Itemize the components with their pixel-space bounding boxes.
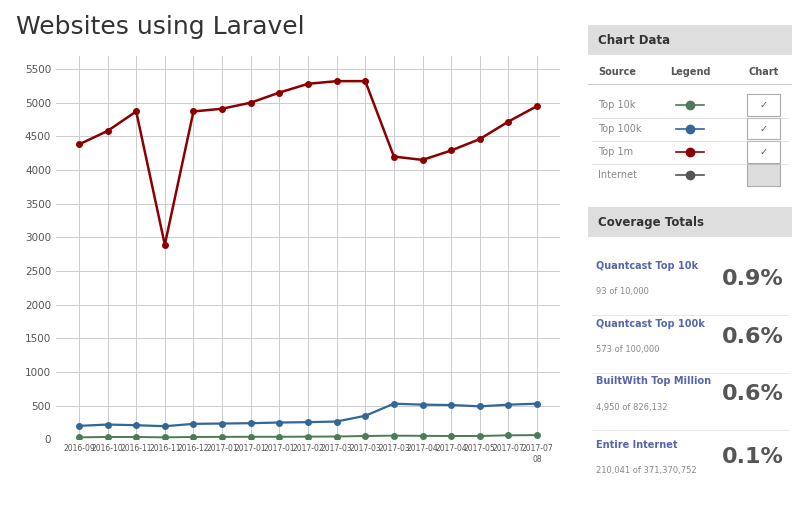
Text: Websites using Laravel: Websites using Laravel	[16, 15, 305, 39]
Text: 0.9%: 0.9%	[722, 269, 784, 289]
Text: 573 of 100,000: 573 of 100,000	[596, 345, 660, 354]
Text: 0.1%: 0.1%	[722, 447, 784, 468]
Text: ✓: ✓	[759, 147, 767, 157]
Text: Top 1m: Top 1m	[598, 147, 634, 157]
Text: Quantcast Top 10k: Quantcast Top 10k	[596, 261, 698, 271]
Text: Chart: Chart	[748, 67, 778, 77]
Text: ✓: ✓	[759, 124, 767, 134]
Text: 93 of 10,000: 93 of 10,000	[596, 287, 649, 296]
Text: Internet: Internet	[598, 170, 638, 180]
Text: 4,950 of 826,132: 4,950 of 826,132	[596, 402, 668, 412]
Text: BuiltWith Top Million: BuiltWith Top Million	[596, 376, 711, 386]
FancyBboxPatch shape	[747, 165, 780, 186]
Text: 210,041 of 371,370,752: 210,041 of 371,370,752	[596, 466, 697, 475]
Text: 0.6%: 0.6%	[722, 327, 784, 346]
FancyBboxPatch shape	[747, 141, 780, 163]
Text: Source: Source	[598, 67, 636, 77]
FancyBboxPatch shape	[747, 118, 780, 139]
Text: Coverage Totals: Coverage Totals	[598, 216, 704, 229]
Bar	[588, 207, 792, 237]
Text: Quantcast Top 100k: Quantcast Top 100k	[596, 319, 705, 329]
Bar	[588, 25, 792, 55]
Text: Legend: Legend	[670, 67, 710, 77]
Text: Top 10k: Top 10k	[598, 100, 635, 110]
Text: Top 100k: Top 100k	[598, 124, 642, 134]
Text: ✓: ✓	[759, 100, 767, 110]
Text: Chart Data: Chart Data	[598, 34, 670, 47]
Text: 0.6%: 0.6%	[722, 384, 784, 404]
FancyBboxPatch shape	[747, 94, 780, 116]
Text: Entire Internet: Entire Internet	[596, 439, 678, 449]
